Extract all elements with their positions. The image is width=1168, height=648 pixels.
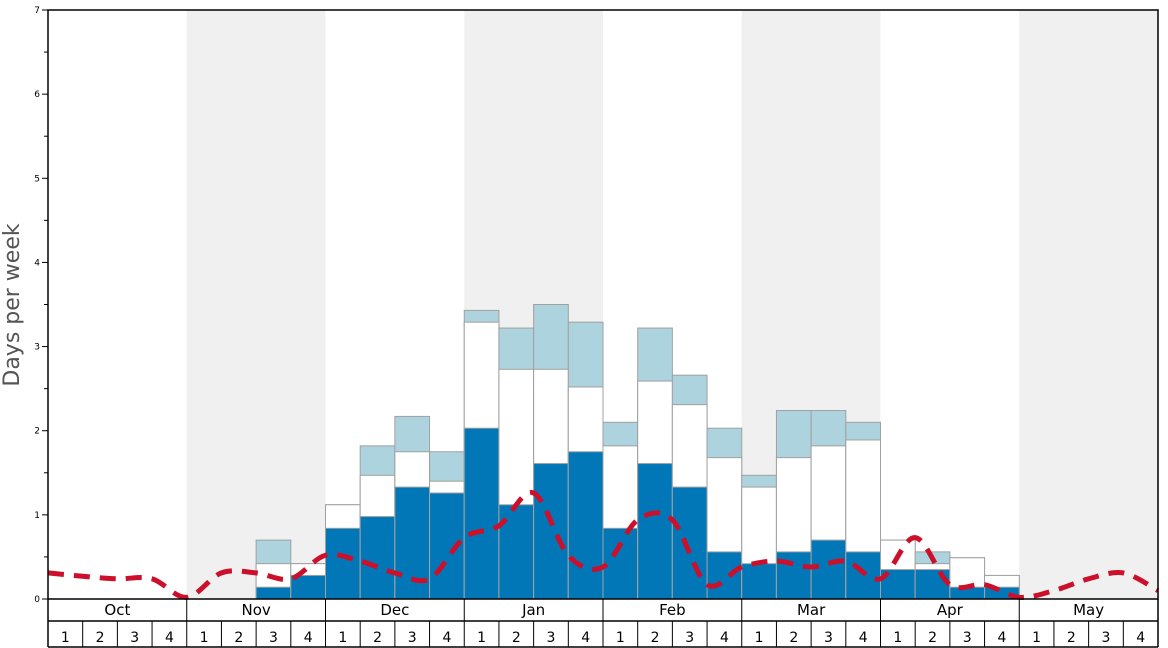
week-label: 1 bbox=[755, 630, 764, 646]
bar-dark bbox=[775, 551, 812, 600]
y-tick-label: 1 bbox=[34, 511, 40, 521]
y-tick-label: 3 bbox=[34, 343, 40, 353]
week-label: 2 bbox=[789, 630, 798, 646]
week-label: 4 bbox=[165, 630, 174, 646]
x-axis: Oct 1 2 3 4 Nov 1 2 3 4 Dec 1 2 3 4 Jan 1 2 3 4 Feb 1 2 3 4 Mar 1 2… bbox=[47, 599, 1159, 648]
month-label-oct: Oct bbox=[104, 601, 130, 619]
bar-dark bbox=[671, 486, 708, 600]
week-label: 1 bbox=[200, 630, 209, 646]
line-series bbox=[47, 490, 1160, 600]
bar-dark bbox=[637, 463, 673, 600]
week-label: 1 bbox=[477, 630, 486, 646]
week-label: 1 bbox=[61, 630, 70, 646]
week-label: 3 bbox=[963, 630, 972, 646]
week-label: 1 bbox=[338, 630, 347, 646]
week-label: 4 bbox=[581, 630, 590, 646]
week-label: 3 bbox=[1102, 630, 1111, 646]
week-label: 2 bbox=[651, 630, 660, 646]
week-label: 2 bbox=[373, 630, 382, 646]
month-label-jan: Jan bbox=[521, 601, 545, 619]
month-band-nov bbox=[186, 10, 326, 599]
bar-dark bbox=[533, 463, 569, 600]
month-label-mar: Mar bbox=[797, 601, 826, 619]
week-label: 4 bbox=[720, 630, 729, 646]
week-label: 2 bbox=[234, 630, 243, 646]
week-label: 4 bbox=[1136, 630, 1145, 646]
bar-dark bbox=[602, 527, 639, 600]
bar-dark bbox=[567, 451, 604, 600]
bar-dark bbox=[255, 586, 292, 600]
y-tick-label: 2 bbox=[34, 427, 40, 437]
bar-dark bbox=[845, 551, 881, 600]
week-label: 1 bbox=[1032, 630, 1041, 646]
week-label: 4 bbox=[442, 630, 451, 646]
bar-dark bbox=[325, 527, 361, 600]
y-tick-label: 4 bbox=[34, 258, 40, 268]
bar-dark bbox=[463, 427, 500, 600]
month-band-may bbox=[1019, 10, 1158, 599]
bar-series bbox=[255, 304, 1020, 600]
bar-dark bbox=[359, 516, 396, 600]
week-label: 3 bbox=[408, 630, 417, 646]
week-label: 1 bbox=[616, 630, 625, 646]
week-label: 1 bbox=[893, 630, 902, 646]
month-label-apr: Apr bbox=[937, 601, 964, 619]
week-label: 4 bbox=[859, 630, 868, 646]
month-label-feb: Feb bbox=[659, 601, 686, 619]
y-tick-label: 7 bbox=[34, 6, 40, 16]
week-label: 3 bbox=[547, 630, 556, 646]
bar-dark bbox=[706, 551, 743, 600]
y-tick-label: 6 bbox=[34, 90, 40, 100]
month-label-may: May bbox=[1073, 601, 1104, 619]
week-label: 2 bbox=[96, 630, 105, 646]
bar-dark bbox=[741, 563, 777, 600]
week-label: 4 bbox=[997, 630, 1006, 646]
y-tick-label: 5 bbox=[34, 174, 40, 184]
dashed-series-line bbox=[47, 490, 1160, 600]
week-label: 2 bbox=[1067, 630, 1076, 646]
week-label: 3 bbox=[130, 630, 139, 646]
bar-dark bbox=[914, 569, 951, 600]
month-label-dec: Dec bbox=[380, 601, 409, 619]
y-axis-title: Days per week bbox=[0, 223, 25, 386]
week-label: 3 bbox=[824, 630, 833, 646]
week-label: 2 bbox=[928, 630, 937, 646]
week-label: 3 bbox=[685, 630, 694, 646]
week-label: 2 bbox=[512, 630, 521, 646]
week-label: 4 bbox=[304, 630, 313, 646]
y-axis: 0 1 2 3 4 5 6 7 bbox=[34, 6, 48, 605]
month-label-nov: Nov bbox=[241, 601, 270, 619]
week-label: 3 bbox=[269, 630, 278, 646]
y-tick-label: 0 bbox=[34, 595, 40, 605]
bar-dark bbox=[810, 539, 847, 600]
